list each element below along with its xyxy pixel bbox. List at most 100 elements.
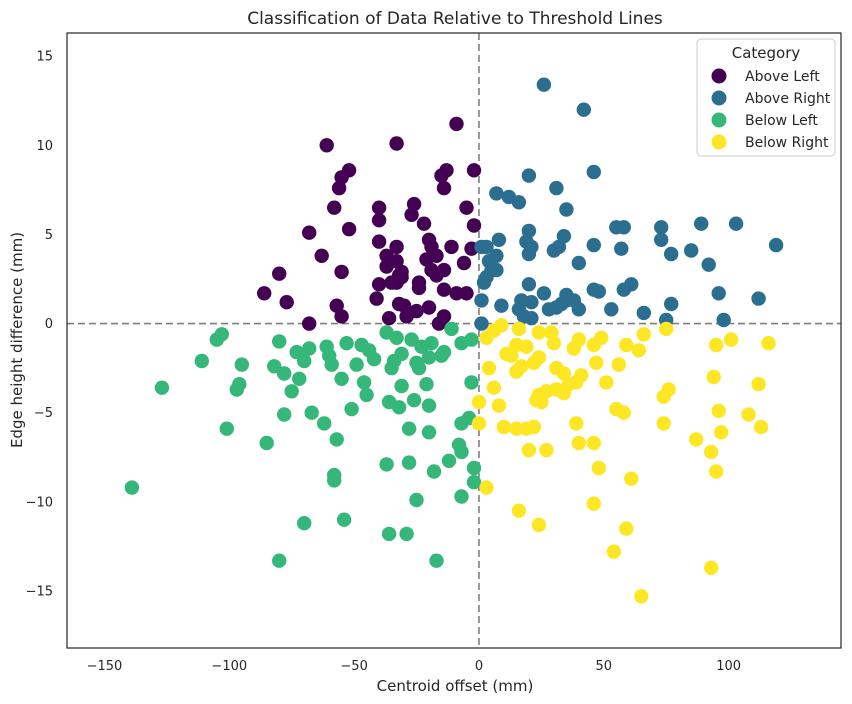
point-above-left [302, 225, 317, 240]
y-axis-title: Edge height difference (mm) [8, 232, 26, 448]
point-below-left [317, 416, 332, 431]
point-below-right [606, 544, 621, 559]
point-above-right [559, 202, 574, 217]
point-below-left [344, 401, 359, 417]
point-below-right [491, 398, 507, 413]
chart-title: Classification of Data Relative to Thres… [247, 9, 663, 29]
point-below-left [464, 332, 479, 347]
point-below-right [661, 382, 676, 397]
point-below-left [277, 366, 292, 381]
plot-frame [66, 32, 842, 649]
point-below-left [324, 357, 339, 372]
point-below-right [631, 343, 646, 358]
point-below-right [619, 337, 634, 353]
point-above-right [591, 284, 606, 299]
point-below-left [464, 375, 479, 390]
point-below-right [634, 589, 649, 604]
point-below-right [511, 321, 527, 337]
point-above-right [536, 77, 552, 92]
point-below-left [401, 421, 417, 436]
point-below-left [259, 435, 274, 451]
point-below-left [429, 553, 444, 568]
point-above-left [334, 264, 349, 280]
point-above-right [494, 298, 509, 313]
point-below-left [359, 387, 374, 403]
point-above-right [546, 243, 562, 258]
legend-label: Above Right [745, 91, 831, 107]
point-above-left [419, 252, 434, 267]
point-above-left [416, 216, 432, 231]
point-below-right [569, 375, 584, 390]
point-above-left [436, 180, 452, 196]
point-below-right [586, 435, 601, 451]
y-tick-label: −10 [26, 495, 53, 510]
point-above-right [684, 243, 699, 258]
point-below-right [479, 330, 494, 345]
point-below-right [704, 560, 719, 575]
point-below-right [659, 321, 674, 337]
point-below-right [723, 332, 739, 347]
point-below-right [534, 394, 549, 410]
point-above-left [327, 200, 342, 215]
point-above-right [576, 102, 591, 117]
point-above-right [586, 237, 601, 253]
point-above-left [424, 262, 439, 278]
point-above-right [474, 239, 489, 255]
point-above-left [379, 259, 394, 274]
point-above-left [411, 275, 427, 290]
point-below-left [466, 460, 482, 476]
point-below-left [219, 421, 234, 436]
point-below-right [481, 360, 497, 376]
point-below-right [514, 359, 529, 374]
point-below-left [406, 393, 422, 408]
point-above-right [616, 282, 631, 297]
point-below-right [709, 464, 724, 479]
point-below-left [434, 348, 449, 363]
point-above-right [694, 216, 709, 231]
point-below-right [753, 419, 769, 435]
point-above-left [431, 316, 447, 331]
point-below-right [704, 444, 719, 460]
point-above-right [511, 195, 527, 210]
point-below-left [194, 353, 209, 369]
point-above-right [711, 286, 726, 301]
point-below-left [302, 341, 317, 356]
point-below-right [569, 416, 584, 431]
point-above-right [664, 246, 679, 262]
point-below-right [656, 416, 671, 431]
point-above-left [371, 213, 387, 228]
point-above-right [474, 293, 489, 308]
point-above-left [257, 286, 272, 301]
point-above-left [456, 255, 472, 271]
point-above-left [444, 239, 459, 255]
point-above-left [389, 136, 404, 151]
point-above-left [334, 309, 349, 324]
point-below-left [349, 357, 364, 372]
point-above-right [489, 262, 504, 278]
point-below-right [471, 416, 487, 431]
legend-label: Below Left [745, 113, 818, 129]
y-tick-label: 10 [36, 139, 53, 154]
point-below-right [479, 480, 494, 495]
point-below-left [421, 425, 437, 440]
x-tick-label: −50 [340, 659, 367, 674]
point-above-right [556, 229, 572, 244]
legend-label: Above Left [745, 69, 820, 85]
x-tick-label: −100 [211, 659, 247, 674]
point-below-left [379, 457, 394, 472]
point-below-left [277, 407, 292, 422]
point-below-right [616, 405, 631, 420]
point-above-right [521, 246, 537, 262]
point-below-left [297, 516, 312, 531]
y-tick-label: −15 [26, 584, 53, 599]
point-above-right [654, 220, 669, 235]
point-above-left [331, 180, 347, 196]
legend-marker [711, 134, 727, 150]
y-tick-label: −5 [34, 406, 53, 421]
point-above-right [571, 255, 586, 271]
point-below-right [761, 336, 776, 351]
point-above-right [664, 296, 679, 312]
point-above-right [716, 312, 731, 328]
point-below-right [751, 377, 766, 392]
